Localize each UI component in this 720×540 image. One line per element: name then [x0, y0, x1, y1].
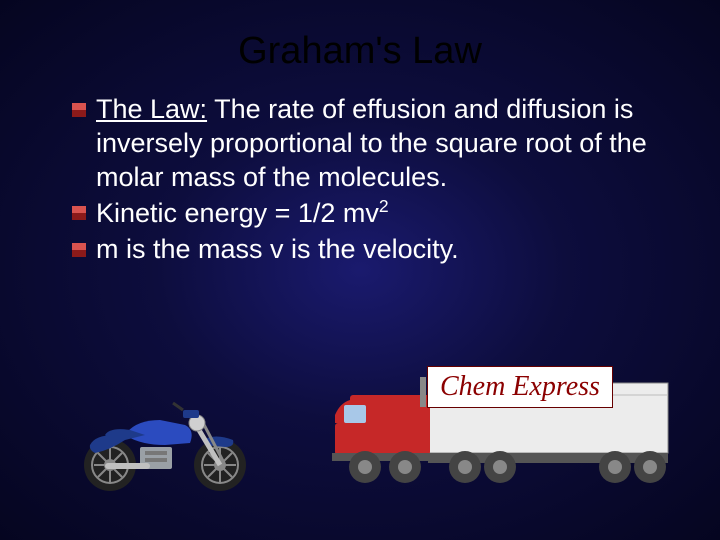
bullet-icon [72, 243, 86, 257]
list-item: m is the mass v is the velocity. [72, 233, 660, 267]
list-item: Kinetic energy = 1/2 mv2 [72, 196, 660, 231]
superscript: 2 [379, 196, 389, 216]
bullet-body: Kinetic energy = 1/2 mv [96, 198, 379, 228]
list-item: The Law: The rate of effusion and diffus… [72, 93, 660, 194]
bullet-prefix: The Law: [96, 94, 207, 124]
chem-express-label: Chem Express [427, 366, 613, 408]
bullet-list: The Law: The rate of effusion and diffus… [0, 93, 720, 267]
motorcycle-icon [75, 385, 255, 500]
bullet-text: Kinetic energy = 1/2 mv2 [96, 196, 389, 231]
illustrations: Chem Express [0, 350, 720, 500]
bullet-text: The Law: The rate of effusion and diffus… [96, 93, 660, 194]
bullet-body: m is the mass v is the velocity. [96, 234, 459, 264]
page-title: Graham's Law [0, 0, 720, 93]
bullet-icon [72, 206, 86, 220]
bullet-text: m is the mass v is the velocity. [96, 233, 459, 267]
bullet-icon [72, 103, 86, 117]
